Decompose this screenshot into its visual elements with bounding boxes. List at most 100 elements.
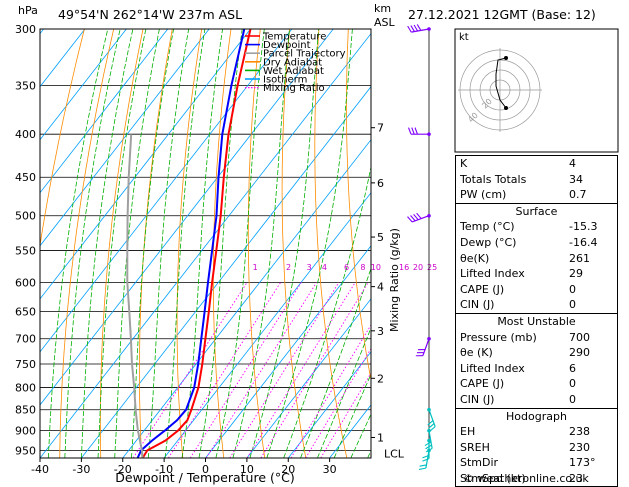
wind-barb-dot bbox=[427, 429, 431, 433]
mixing-ratio-line-10 bbox=[261, 282, 368, 458]
pressure-tick-label: 450 bbox=[15, 171, 36, 184]
index-row: CAPE (J)0 bbox=[456, 376, 617, 392]
pressure-tick-label: 900 bbox=[15, 425, 36, 438]
wind-barb-dot bbox=[427, 439, 431, 443]
mixing-ratio-label: 1 bbox=[253, 263, 258, 272]
km-tick-label: 2 bbox=[377, 372, 384, 385]
index-label: EH bbox=[456, 424, 569, 440]
mixing-ratio-label: 2 bbox=[286, 263, 291, 272]
index-label: CIN (J) bbox=[456, 392, 569, 408]
mixing-ratio-label: 25 bbox=[427, 263, 437, 272]
index-label: StmSpd (kt) bbox=[456, 471, 569, 487]
index-label: Dewp (°C) bbox=[456, 235, 569, 251]
wind-barb-flag bbox=[409, 128, 411, 135]
index-label: K bbox=[456, 156, 569, 172]
wind-barb-dot bbox=[427, 449, 431, 453]
mixing-ratio-line-2 bbox=[168, 282, 280, 458]
wind-barb-flag bbox=[428, 421, 433, 426]
index-label: Totals Totals bbox=[456, 172, 569, 188]
pressure-tick-label: 850 bbox=[15, 404, 36, 417]
index-label: θe (K) bbox=[456, 345, 569, 361]
index-label: StmDir bbox=[456, 455, 569, 471]
mixing-ratio-line-25 bbox=[321, 282, 425, 458]
pressure-tick-label: 750 bbox=[15, 358, 36, 371]
wet-adiabat--32 bbox=[65, 29, 120, 458]
wind-barb-dot bbox=[427, 408, 431, 412]
wind-barb-flag bbox=[408, 26, 412, 32]
hodograph-end-dot bbox=[504, 56, 508, 60]
km-tick-label: 1 bbox=[377, 431, 384, 444]
index-label: Lifted Index bbox=[456, 361, 569, 377]
wind-barb-dot bbox=[427, 132, 431, 136]
mixing-ratio-label: 8 bbox=[360, 263, 365, 272]
index-label: CIN (J) bbox=[456, 297, 569, 313]
hpa-label: hPa bbox=[18, 4, 38, 17]
index-label: CAPE (J) bbox=[456, 376, 569, 392]
wind-barb-flag bbox=[414, 25, 418, 31]
pressure-tick-label: 550 bbox=[15, 245, 36, 258]
wind-barb-dot bbox=[427, 337, 431, 341]
hodograph-unit: kt bbox=[459, 32, 469, 43]
km-tick-label: 5 bbox=[377, 231, 384, 244]
index-label: CAPE (J) bbox=[456, 282, 569, 298]
index-value: 261 bbox=[569, 251, 617, 267]
wind-barb-flag bbox=[411, 215, 416, 220]
index-row: CAPE (J)0 bbox=[456, 282, 617, 298]
legend-label: Mixing Ratio bbox=[263, 83, 325, 94]
index-value: 29 bbox=[569, 266, 617, 282]
pressure-tick-label: 650 bbox=[15, 306, 36, 319]
wind-barb-flag bbox=[415, 128, 417, 135]
series-dewpoint bbox=[138, 29, 245, 458]
pressure-tick-label: 500 bbox=[15, 210, 36, 223]
datetime-label: 27.12.2021 12GMT (Base: 12) bbox=[408, 7, 596, 22]
lcl-label: LCL bbox=[384, 447, 405, 460]
index-row: CIN (J)0 bbox=[456, 392, 617, 408]
x-tick-label: 30 bbox=[323, 463, 337, 476]
index-value: 6 bbox=[569, 361, 617, 377]
index-row: Temp (°C)-15.3 bbox=[456, 219, 617, 235]
mixing-ratio-axis-label: Mixing Ratio (g/kg) bbox=[388, 228, 401, 332]
wind-barb-dot bbox=[427, 214, 431, 218]
mixing-ratio-label: 3 bbox=[307, 263, 312, 272]
index-label: Temp (°C) bbox=[456, 219, 569, 235]
indices-section-title: Surface bbox=[456, 204, 617, 220]
wind-barb-flag bbox=[417, 24, 421, 30]
wind-barb-flag bbox=[408, 217, 413, 222]
wind-barbs bbox=[408, 24, 436, 469]
wet-adiabat--12 bbox=[148, 29, 189, 458]
mixing-ratio-label: 10 bbox=[371, 263, 381, 272]
dry-adiabat-270 bbox=[177, 29, 202, 458]
km-tick-label: 7 bbox=[377, 122, 384, 135]
index-value: 290 bbox=[569, 345, 617, 361]
km-tick-label: 4 bbox=[377, 281, 384, 294]
wind-barb-flag bbox=[420, 465, 427, 466]
index-value: 700 bbox=[569, 330, 617, 346]
index-row: StmSpd (kt)23 bbox=[456, 471, 617, 487]
wind-barb-flag bbox=[429, 424, 434, 429]
index-row: Pressure (mb)700 bbox=[456, 330, 617, 346]
km-tick-label: 3 bbox=[377, 325, 384, 338]
pressure-tick-label: 700 bbox=[15, 333, 36, 346]
indices-section-title: Most Unstable bbox=[456, 314, 617, 330]
index-value: 34 bbox=[569, 172, 617, 188]
index-value: 4 bbox=[569, 156, 617, 172]
asl-label: ASL bbox=[374, 16, 396, 29]
index-value: 0 bbox=[569, 282, 617, 298]
index-label: Pressure (mb) bbox=[456, 330, 569, 346]
wind-barb-flag bbox=[412, 128, 414, 135]
pressure-tick-label: 350 bbox=[15, 79, 36, 92]
index-value: 230 bbox=[569, 440, 617, 456]
index-label: PW (cm) bbox=[456, 187, 569, 203]
km-tick-label: 6 bbox=[377, 177, 384, 190]
wet-adiabat--16 bbox=[131, 29, 173, 458]
dry-adiabat-280 bbox=[213, 29, 231, 458]
wet-adiabat--36 bbox=[48, 29, 108, 458]
index-label: θe(K) bbox=[456, 251, 569, 267]
